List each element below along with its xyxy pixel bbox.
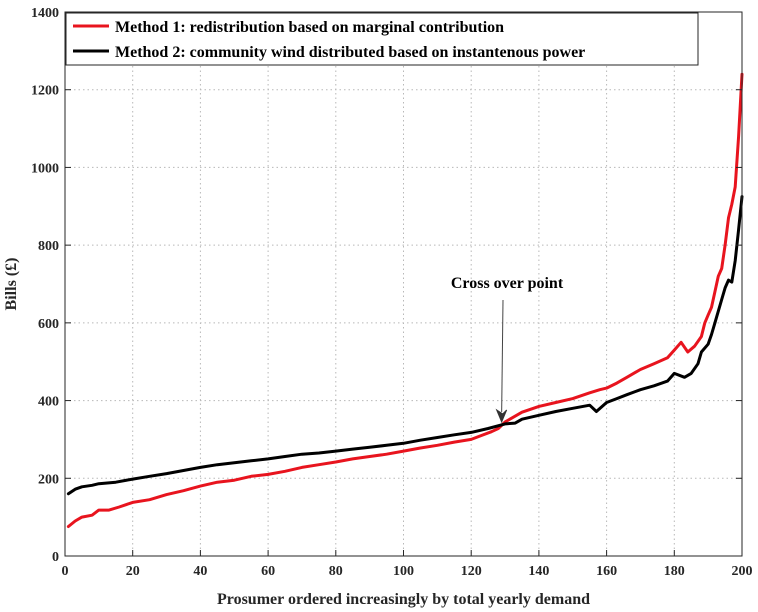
ticks: 0 20 40 60 80 100 120 140 160 180 200 0 200 400 600 800… [31,6,753,579]
legend-entry-method-2: Method 2: community wind distributed bas… [115,44,585,61]
legend-box [65,12,699,66]
x-tick-label: 0 [62,564,69,579]
legend-entry-method-1: Method 1: redistribution based on margin… [115,19,504,36]
legend: Method 1: redistribution based on margin… [65,12,699,66]
y-tick-label: 1000 [31,161,59,176]
x-tick-label: 120 [461,564,482,579]
annotation-arrow-line [501,299,504,412]
x-tick-label: 100 [393,564,414,579]
x-axis-label: Prosumer ordered increasingly by total y… [217,591,590,608]
crossover-annotation: Cross over point [451,275,564,424]
y-tick-label: 1200 [31,84,59,99]
annotation-text: Cross over point [451,275,564,292]
x-tick-label: 160 [596,564,617,579]
grid [65,12,742,556]
y-tick-label: 800 [38,239,59,254]
x-tick-label: 140 [528,564,549,579]
x-tick-label: 180 [664,564,685,579]
annotation-arrow-head [495,408,508,424]
y-axis-label: Bills (£) [3,258,20,311]
y-tick-label: 1400 [31,6,59,21]
x-tick-label: 80 [329,564,343,579]
x-tick-label: 60 [261,564,275,579]
series-line-method-2 [66,195,744,496]
y-tick-label: 400 [38,395,59,410]
x-tick-label: 40 [193,564,207,579]
y-tick-label: 600 [38,317,59,332]
y-tick-label: 0 [52,550,59,565]
x-tick-label: 20 [126,564,140,579]
series-layer [66,72,744,528]
y-tick-label: 200 [38,472,59,487]
x-tick-label: 200 [732,564,753,579]
